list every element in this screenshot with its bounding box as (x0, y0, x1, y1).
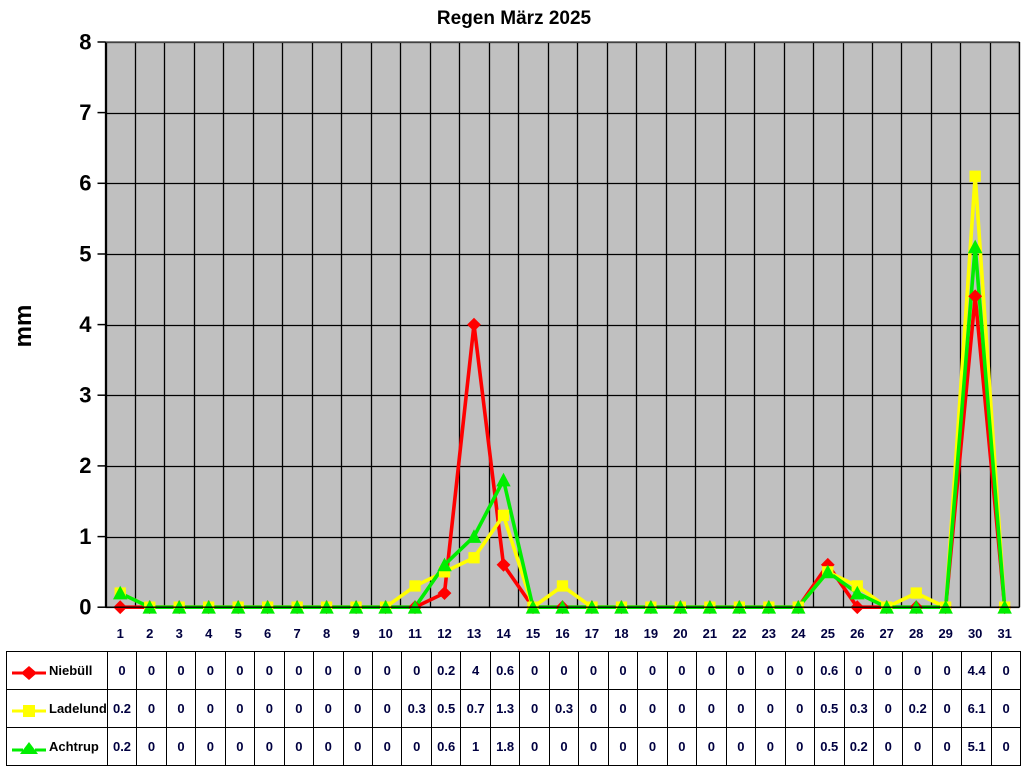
svg-text:1: 1 (79, 524, 91, 549)
svg-text:23: 23 (762, 626, 776, 641)
svg-text:20: 20 (673, 626, 687, 641)
svg-text:16: 16 (555, 626, 569, 641)
svg-text:8: 8 (323, 626, 330, 641)
svg-text:4: 4 (205, 626, 213, 641)
svg-text:31: 31 (997, 626, 1011, 641)
svg-text:8: 8 (79, 29, 91, 54)
svg-text:10: 10 (378, 626, 392, 641)
svg-text:19: 19 (644, 626, 658, 641)
svg-text:25: 25 (821, 626, 835, 641)
svg-text:1: 1 (117, 626, 124, 641)
svg-text:4: 4 (79, 312, 92, 337)
svg-text:mm: mm (10, 305, 37, 348)
svg-text:18: 18 (614, 626, 628, 641)
svg-text:17: 17 (585, 626, 599, 641)
svg-text:9: 9 (352, 626, 359, 641)
svg-text:0: 0 (79, 595, 91, 620)
svg-text:12: 12 (437, 626, 451, 641)
svg-text:29: 29 (938, 626, 952, 641)
svg-text:30: 30 (968, 626, 982, 641)
svg-text:26: 26 (850, 626, 864, 641)
svg-text:11: 11 (408, 626, 422, 641)
svg-text:7: 7 (293, 626, 300, 641)
svg-text:Regen März 2025: Regen März 2025 (437, 8, 592, 29)
svg-text:28: 28 (909, 626, 923, 641)
svg-text:6: 6 (79, 171, 91, 196)
svg-text:3: 3 (79, 383, 91, 408)
svg-text:5: 5 (79, 241, 91, 266)
svg-text:27: 27 (879, 626, 893, 641)
svg-text:3: 3 (176, 626, 183, 641)
svg-text:22: 22 (732, 626, 746, 641)
svg-text:7: 7 (79, 100, 91, 125)
svg-text:2: 2 (146, 626, 153, 641)
svg-text:21: 21 (703, 626, 717, 641)
svg-text:6: 6 (264, 626, 271, 641)
svg-text:13: 13 (467, 626, 481, 641)
svg-text:14: 14 (496, 626, 511, 641)
svg-text:2: 2 (79, 453, 91, 478)
svg-text:15: 15 (526, 626, 540, 641)
svg-text:5: 5 (235, 626, 242, 641)
svg-text:24: 24 (791, 626, 806, 641)
